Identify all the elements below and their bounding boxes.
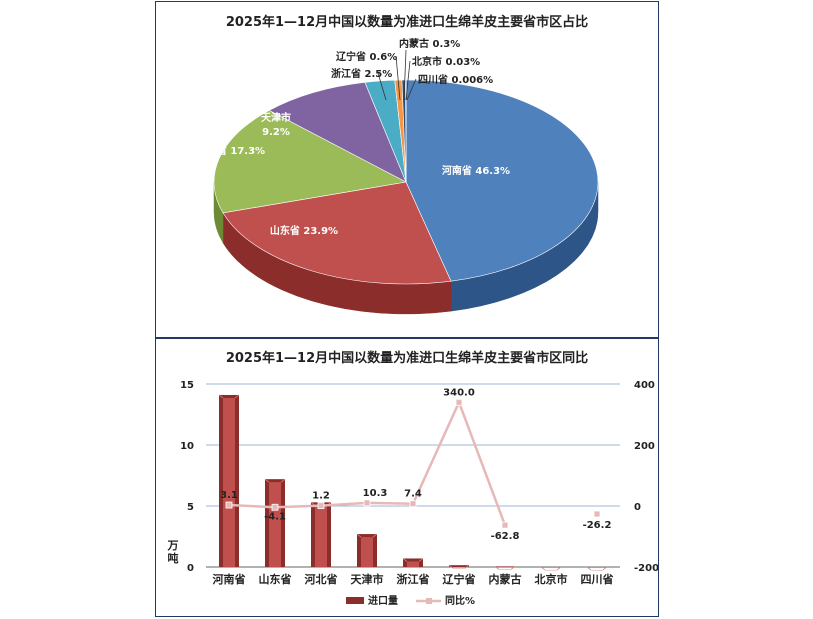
pie-leader-5 [395,55,401,101]
y-tick-left-2: 10 [180,441,194,452]
bar-0 [218,394,240,567]
legend-bar-label: 进口量 [368,594,398,607]
y-tick-right-0: -200 [634,563,658,574]
y-axis-label-char-1: 吨 [168,551,179,565]
x-tick-0: 河南省 [213,572,246,586]
line-label-0: 3.1 [220,490,238,501]
pie-label-5: 辽宁省 0.6% [336,50,397,63]
y-axis-label-char-0: 万 [167,539,179,552]
pie-leader-7 [405,60,411,101]
bar-3 [356,533,378,567]
pie-label-3: 天津市 [261,111,291,124]
line-path-0 [228,399,507,526]
pie-chart: 河南省 46.3% 山东省 23.9% 河北省 17.3% 天津市 9.2% 浙江省 2.… [197,37,599,315]
x-tick-1: 山东省 [259,572,292,586]
line-label-6: -62.8 [491,531,520,542]
combo-chart-panel: 2025年1—12月中国以数量为准进口生绵羊皮主要省市区同比 0 5 10 15 -20… [155,338,659,617]
pie-slice-0 [405,79,599,282]
pie-label-1: 山东省 23.9% [270,224,338,237]
x-tick-8: 四川省 [581,572,614,586]
line-label-2: 1.2 [312,491,330,502]
pie-labels: 河南省 46.3% 山东省 23.9% 河北省 17.3% 天津市 9.2% 浙江省 2.… [197,37,510,237]
x-tick-5: 辽宁省 [443,572,476,586]
line-series [225,398,601,529]
pie-label-3-pct: 9.2% [262,127,290,138]
pie-slice-3 [268,82,407,183]
line-point-8 [593,510,601,518]
pie-leader-8 [406,78,417,101]
legend: 进口量 同比% [346,594,475,607]
line-point-4 [409,500,417,508]
y-tick-right-2: 200 [634,441,655,452]
y-tick-left-1: 5 [187,502,194,513]
pie-label-0: 河南省 46.3% [442,164,510,177]
combo-chart: 0 5 10 15 -200 0 200 400 万吨 3.1 -4.1 1.2 10.3 7.4 340.… [167,380,659,607]
line-label-1: -4.1 [264,511,286,522]
line-point-5 [455,398,463,406]
y-tick-left-0: 0 [187,563,194,574]
line-label-8: -26.2 [583,520,612,531]
x-tick-6: 内蒙古 [489,572,522,586]
pie-label-2: 河北省 17.3% [197,144,265,157]
pie-slice-2 [213,110,407,214]
x-tick-7: 北京市 [535,572,568,586]
bar-7 [540,566,562,571]
legend-line-label: 同比% [445,594,475,607]
pie-chart-panel: 2025年1—12月中国以数量为准进口生绵羊皮主要省市区占比 河南省 46.3%… [155,1,659,338]
bar-1 [264,478,286,567]
pie-leader-6 [403,49,407,101]
bar-series [218,394,608,571]
y-axis-right: -200 0 200 400 [634,380,658,574]
pie-label-6: 内蒙古 0.3% [399,37,460,50]
legend-bar-swatch [346,597,364,604]
pie-top-faces [213,79,599,285]
line-point-0 [225,501,233,509]
line-label-5: 340.0 [443,387,475,398]
combo-chart-title: 2025年1—12月中国以数量为准进口生绵羊皮主要省市区同比 [225,351,589,366]
bar-2 [310,502,332,567]
legend-line-marker [426,598,432,604]
line-label-3: 10.3 [363,488,388,499]
line-point-2 [317,502,325,510]
bar-5 [448,564,470,569]
pie-label-4: 浙江省 2.5% [331,67,392,80]
x-tick-4: 浙江省 [397,572,430,586]
x-tick-3: 天津市 [351,572,384,586]
y-tick-right-3: 400 [634,380,655,391]
x-tick-2: 河北省 [305,572,338,586]
line-point-1 [271,503,279,511]
y-tick-left-3: 15 [180,380,194,391]
x-axis: 河南省 山东省 河北省 天津市 浙江省 辽宁省 内蒙古 北京市 四川省 [213,572,614,586]
pie-slice-1 [222,181,452,285]
y-axis-left: 0 5 10 15 [180,380,194,574]
pie-label-8: 四川省 0.006% [418,73,493,86]
pie-leader-4 [377,72,387,101]
y-tick-right-1: 0 [634,502,641,513]
bar-6 [494,566,516,570]
pie-chart-title: 2025年1—12月中国以数量为准进口生绵羊皮主要省市区占比 [225,15,589,30]
pie-label-7: 北京市 0.03% [412,55,480,68]
line-label-4: 7.4 [404,489,422,500]
line-point-6 [501,521,509,529]
line-data-labels: 3.1 -4.1 1.2 10.3 7.4 340.0 -62.8 -26.2 [220,387,611,542]
bar-8 [586,566,608,571]
bar-4 [402,558,424,567]
line-point-3 [363,499,371,507]
